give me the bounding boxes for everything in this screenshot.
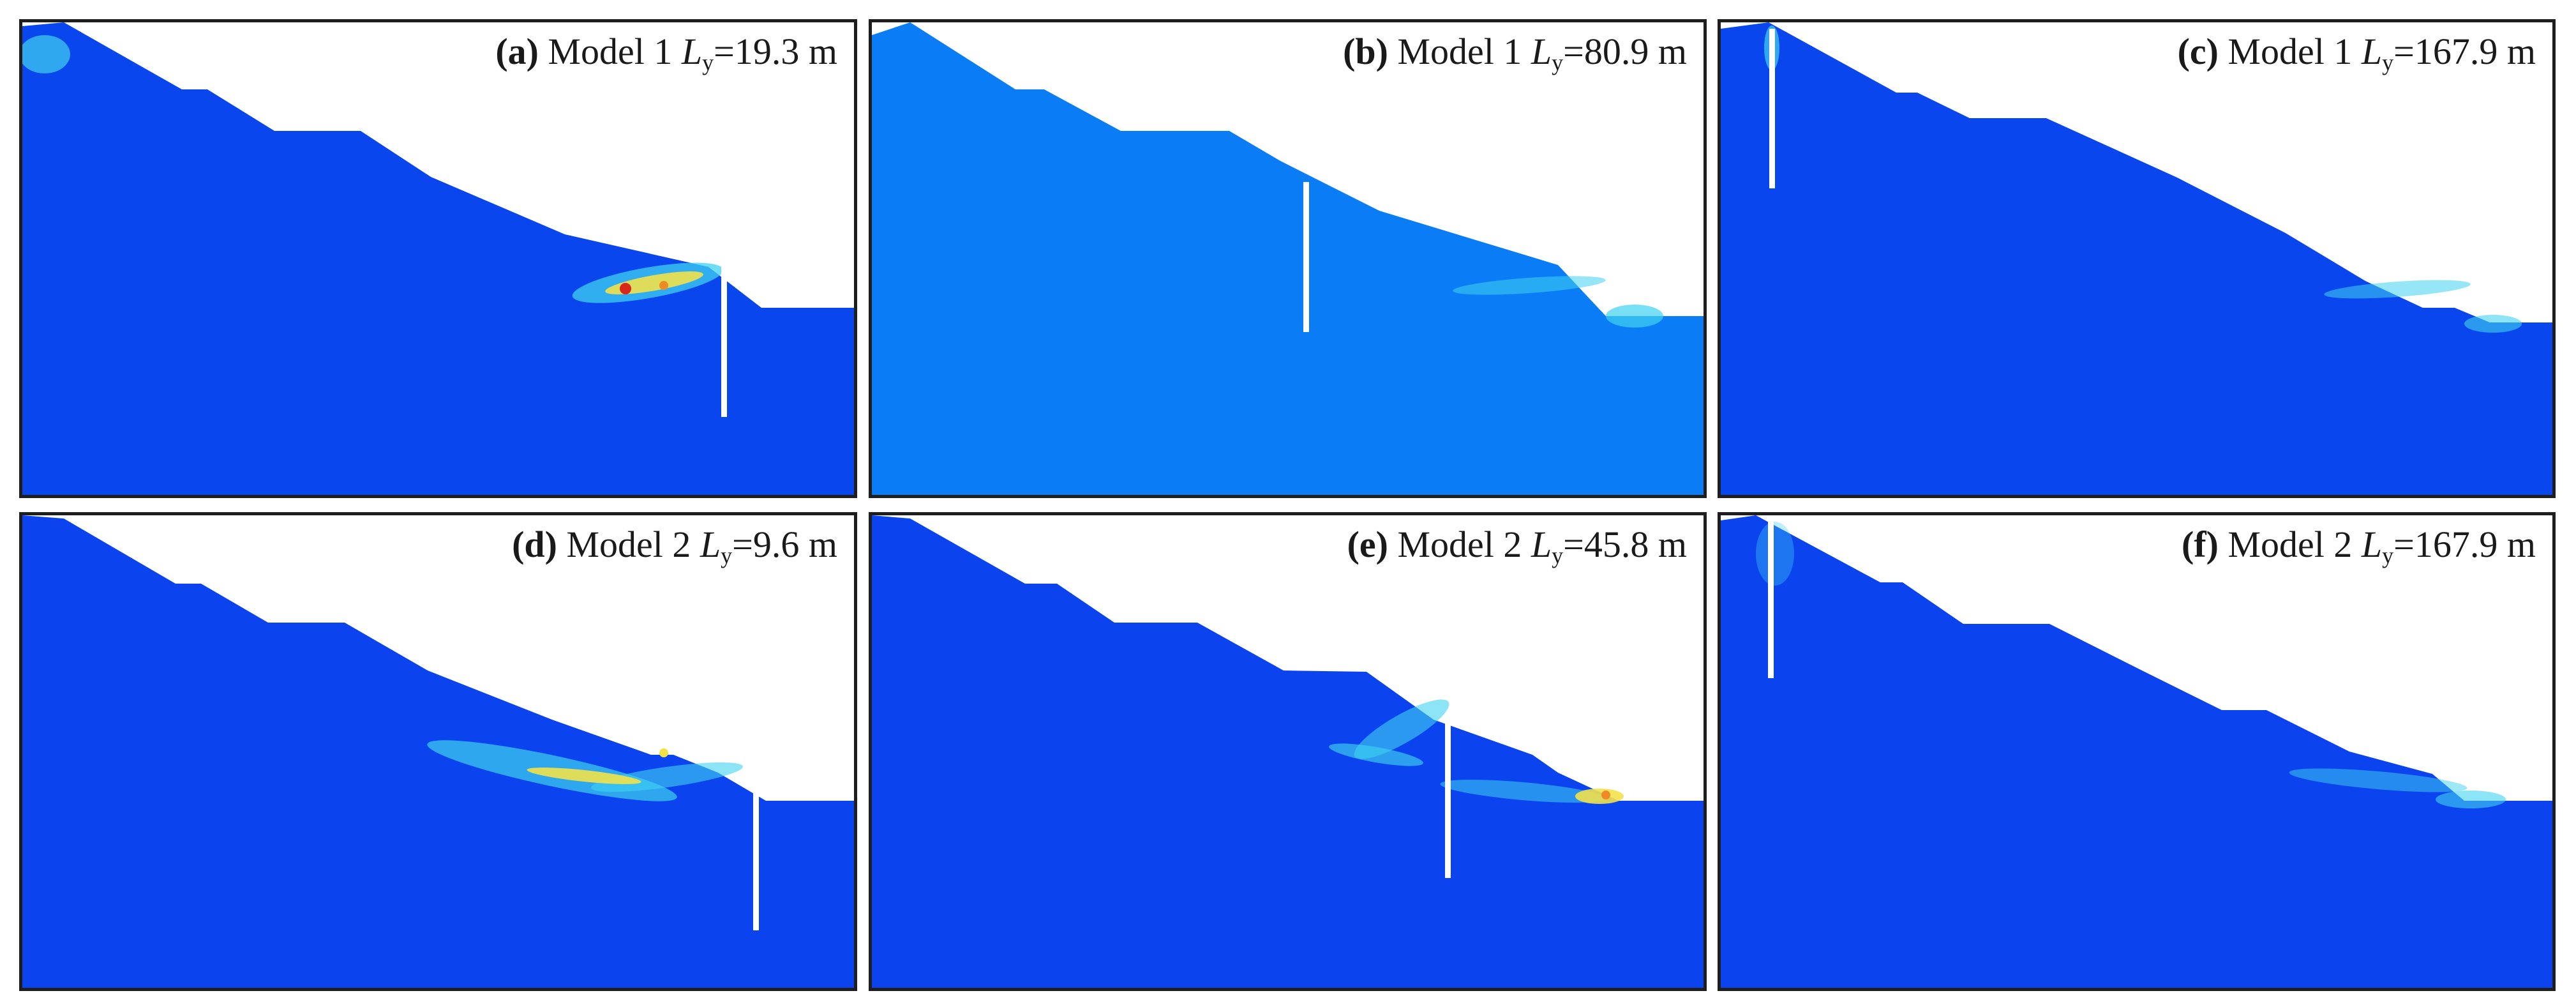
stress-peak — [1601, 791, 1610, 799]
panel-tag: (b) — [1343, 31, 1388, 72]
toe-zone — [1606, 305, 1663, 328]
toe-zone — [2464, 315, 2522, 333]
panel-b: (b) Model 1 Ly=80.9 m — [869, 19, 1707, 498]
panel-caption: (b) Model 1 Ly=80.9 m — [1343, 29, 1687, 77]
panel-f: (f) Model 2 Ly=167.9 m — [1718, 512, 2556, 991]
length-subscript: y — [2382, 50, 2394, 75]
panel-tag: (f) — [2182, 524, 2219, 565]
failure-band — [2289, 768, 2467, 792]
crown-zone — [1756, 522, 1794, 586]
panel-e: (e) Model 2 Ly=45.8 m — [869, 512, 1707, 991]
length-symbol: L — [2361, 31, 2383, 72]
length-value: =167.9 m — [2393, 31, 2536, 72]
model-label: Model 2 — [1397, 524, 1522, 565]
slope-contour-plot-e — [872, 515, 1704, 988]
tension-crack — [1769, 29, 1775, 188]
panel-tag: (a) — [495, 31, 539, 72]
failure-band — [591, 762, 743, 792]
slope-contour-plot-f — [1721, 515, 2552, 988]
length-symbol: L — [1531, 31, 1552, 72]
slope-contour-plot-d — [22, 515, 854, 988]
tension-crack — [1768, 522, 1774, 678]
panel-a: (a) Model 1 Ly=19.3 m — [19, 19, 857, 498]
slope-contour-plot-a — [22, 22, 854, 495]
panel-c: (c) Model 1 Ly=167.9 m — [1718, 19, 2556, 498]
panel-tag: (e) — [1347, 524, 1388, 565]
slope-contour-plot-b — [872, 22, 1704, 495]
tension-crack — [753, 771, 759, 930]
model-label: Model 2 — [2228, 524, 2362, 565]
length-symbol: L — [681, 31, 703, 72]
tension-crack — [1303, 182, 1309, 332]
model-label: Model 2 — [566, 524, 691, 565]
slope-contour-plot-c — [1721, 22, 2552, 495]
stress-peak — [659, 281, 668, 290]
failure-band — [1354, 699, 1449, 759]
length-value: =9.6 m — [732, 524, 837, 565]
failure-band — [2324, 280, 2471, 299]
length-value: =45.8 m — [1563, 524, 1687, 565]
failure-band-core — [1575, 789, 1624, 804]
tension-crack — [1445, 718, 1451, 878]
length-symbol: L — [1531, 524, 1552, 565]
stress-peak — [659, 748, 668, 757]
panel-caption: (d) Model 2 Ly=9.6 m — [512, 522, 837, 570]
model-label: Model 1 — [2228, 31, 2353, 72]
panel-d: (d) Model 2 Ly=9.6 m — [19, 512, 857, 991]
length-value: =19.3 m — [714, 31, 837, 72]
panel-caption: (e) Model 2 Ly=45.8 m — [1347, 522, 1687, 570]
slope-body — [22, 22, 854, 495]
panel-tag: (d) — [512, 524, 557, 565]
failure-band — [1440, 780, 1606, 803]
panel-caption: (a) Model 1 Ly=19.3 m — [495, 29, 837, 77]
slope-body — [1721, 515, 2552, 988]
tension-crack — [721, 267, 727, 417]
toe-zone — [2436, 791, 2506, 808]
failure-band — [1329, 743, 1423, 766]
length-subscript: y — [1552, 50, 1564, 75]
crown-zone — [22, 35, 70, 73]
slope-body — [872, 22, 1704, 495]
model-label: Model 1 — [1397, 31, 1522, 72]
length-value: =80.9 m — [1563, 31, 1687, 72]
length-subscript: y — [721, 543, 733, 568]
slope-body — [1721, 22, 2552, 495]
stress-peak — [620, 283, 631, 294]
slope-body — [872, 515, 1704, 988]
length-subscript: y — [702, 50, 714, 75]
length-symbol: L — [2361, 524, 2383, 565]
length-subscript: y — [2382, 543, 2394, 568]
length-symbol: L — [700, 524, 721, 565]
panel-caption: (f) Model 2 Ly=167.9 m — [2182, 522, 2536, 570]
failure-band — [1453, 276, 1606, 295]
model-label: Model 1 — [548, 31, 673, 72]
panel-tag: (c) — [2177, 31, 2219, 72]
failure-band-core — [527, 768, 641, 784]
length-value: =167.9 m — [2393, 524, 2536, 565]
length-subscript: y — [1552, 543, 1564, 568]
panel-caption: (c) Model 1 Ly=167.9 m — [2178, 29, 2536, 77]
